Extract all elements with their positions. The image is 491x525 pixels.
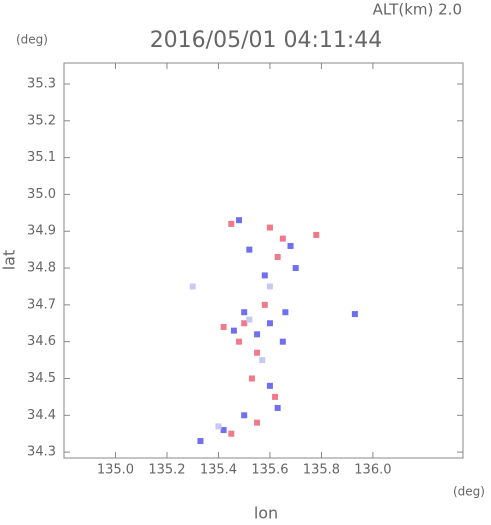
- y-tick-label: 34.4: [27, 408, 56, 423]
- echo-point: [313, 231, 320, 238]
- x-tick-label: 135.4: [200, 463, 237, 478]
- x-unit: (deg): [453, 485, 485, 499]
- echo-point: [274, 254, 281, 261]
- echo-point: [287, 242, 294, 249]
- echo-point: [228, 430, 235, 437]
- x-tick-label: 135.8: [303, 463, 340, 478]
- echo-point: [266, 224, 273, 231]
- y-tick-label: 34.9: [27, 224, 56, 239]
- echo-point: [279, 338, 286, 345]
- y-tick-label: 35.3: [27, 76, 56, 91]
- echo-point: [259, 357, 266, 364]
- x-tick-label: 135.6: [251, 463, 288, 478]
- x-tick-label: 135.0: [97, 463, 134, 478]
- echo-point: [248, 375, 255, 382]
- echo-point: [246, 246, 253, 253]
- y-axis-label: lat: [0, 250, 19, 271]
- echo-point: [292, 265, 299, 272]
- chart-title: 2016/05/01 04:11:44: [150, 28, 383, 53]
- echo-point: [279, 235, 286, 242]
- echo-point: [241, 412, 248, 419]
- echo-point: [254, 419, 261, 426]
- subtitle: ALT(km) 2.0: [373, 1, 462, 19]
- y-tick-label: 35.2: [27, 113, 56, 128]
- echo-point: [236, 338, 243, 345]
- echo-point: [228, 220, 235, 227]
- echo-point: [254, 331, 261, 338]
- y-tick-label: 34.7: [27, 297, 56, 312]
- echo-point: [236, 217, 243, 224]
- echo-point: [272, 393, 279, 400]
- echo-point: [189, 283, 196, 290]
- x-tick-label: 135.2: [148, 463, 185, 478]
- echo-point: [215, 423, 222, 430]
- echo-point: [266, 382, 273, 389]
- x-tick-label: 136.0: [354, 463, 391, 478]
- echo-point: [266, 283, 273, 290]
- echo-point: [197, 438, 204, 445]
- y-tick-label: 34.6: [27, 334, 56, 349]
- y-tick-label: 34.8: [27, 261, 56, 276]
- echo-point: [261, 272, 268, 279]
- echo-point: [230, 327, 237, 334]
- y-tick-label: 34.3: [27, 445, 56, 460]
- echo-point: [266, 320, 273, 327]
- y-tick-label: 35.0: [27, 187, 56, 202]
- echo-point: [220, 427, 227, 434]
- echo-point: [254, 349, 261, 356]
- echo-point: [220, 323, 227, 330]
- echo-point: [241, 320, 248, 327]
- y-tick-label: 34.5: [27, 371, 56, 386]
- echo-point: [351, 311, 358, 318]
- plot-frame: [63, 62, 464, 459]
- y-unit: (deg): [16, 33, 48, 47]
- echo-point: [241, 309, 248, 316]
- echo-point: [274, 404, 281, 411]
- echo-point: [246, 316, 253, 323]
- echo-point: [261, 301, 268, 308]
- y-tick-label: 35.1: [27, 150, 56, 165]
- x-axis-label: lon: [254, 504, 278, 522]
- echo-point: [282, 309, 289, 316]
